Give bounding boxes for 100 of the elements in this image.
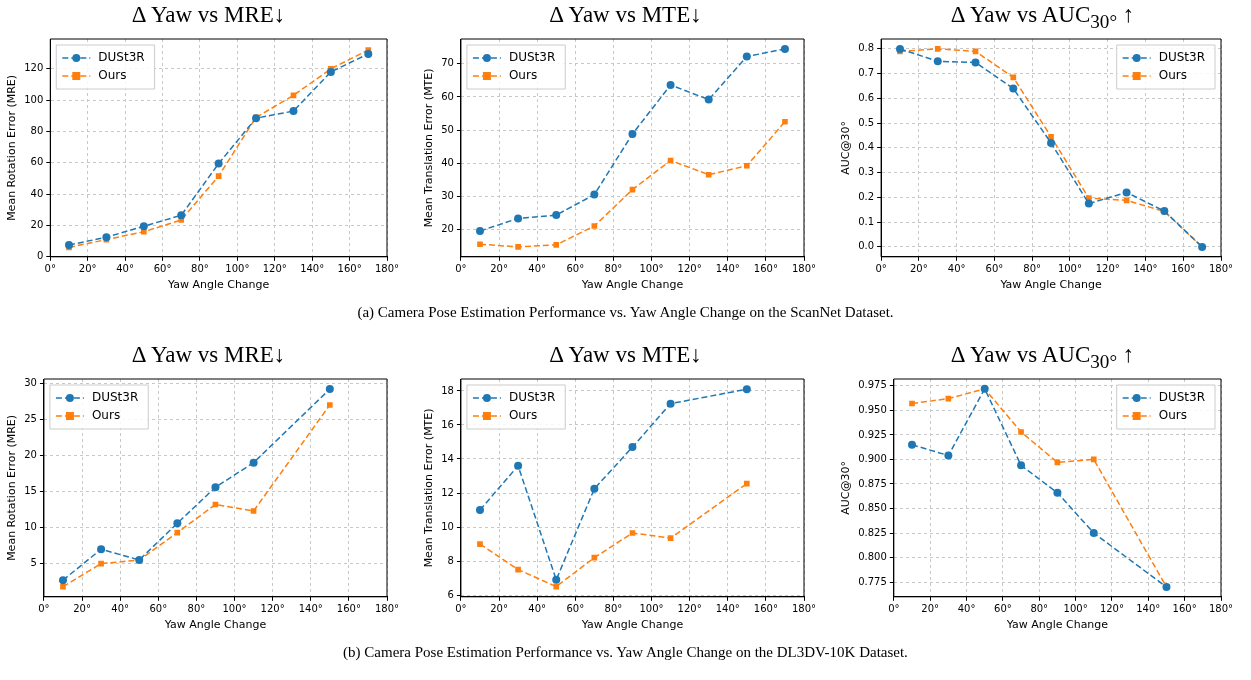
point	[1090, 456, 1097, 463]
point	[289, 107, 298, 116]
x-tick-label: 120°	[677, 263, 702, 275]
y-tick-label: 40	[30, 187, 44, 199]
point	[1018, 429, 1024, 435]
point	[705, 171, 712, 178]
x-tick-label: 60°	[985, 263, 1004, 275]
y-tick-label: 0.2	[858, 190, 875, 202]
x-tick-label: 40°	[111, 603, 130, 615]
x-tick-label: 80°	[191, 263, 209, 275]
point	[60, 583, 66, 590]
point	[666, 81, 675, 90]
x-tick-label: 60°	[566, 603, 585, 615]
x-tick-label: 80°	[1030, 603, 1049, 615]
point	[628, 130, 637, 138]
x-tick-label: 40°	[947, 263, 966, 275]
chart-title: Δ Yaw vs MRE↓	[130, 341, 287, 369]
x-tick-label: 0°	[38, 603, 50, 615]
x-tick-label: 100°	[639, 263, 664, 275]
point	[475, 226, 484, 235]
y-tick-label: 0.775	[858, 575, 887, 587]
x-axis-title: Yaw Angle Change	[1005, 618, 1109, 632]
x-tick-label: 140°	[1136, 603, 1161, 615]
point	[933, 57, 942, 66]
legend-label: DUSt3R	[91, 390, 139, 405]
x-tick-label: 20°	[73, 603, 91, 615]
legend-label: DUSt3R	[508, 50, 556, 65]
x-tick-label: 160°	[1172, 603, 1197, 615]
x-tick-label: 140°	[298, 603, 323, 615]
y-tick-label: 70	[441, 57, 454, 69]
y-tick-label: 18	[441, 384, 454, 396]
point	[552, 211, 561, 220]
legend-label: DUSt3R	[1158, 390, 1206, 405]
y-tick-label: 50	[441, 123, 454, 135]
point	[591, 223, 598, 229]
x-tick-label: 100°	[1063, 603, 1088, 615]
x-tick-label: 160°	[337, 263, 362, 275]
y-tick-label: 60	[441, 90, 454, 102]
y-tick-label: 8	[447, 554, 454, 566]
text: (b) Camera Pose Estimation Performance vs. Yaw Angle Change on the DL3DV-10K Dataset.	[343, 644, 908, 660]
x-tick-label: 180°	[1208, 603, 1234, 615]
y-tick-label: 40	[441, 156, 454, 168]
y-tick-label: 25	[24, 412, 37, 424]
legend-label: Ours	[1158, 68, 1187, 83]
x-tick-label: 100°	[225, 263, 250, 275]
x-tick-label: 100°	[1057, 263, 1082, 275]
x-axis-title: Yaw Angle Change	[166, 278, 270, 292]
point	[590, 484, 599, 493]
chart-title: Δ Yaw vs MRE↓	[130, 1, 287, 29]
x-axis-title: Yaw Angle Change	[580, 618, 684, 632]
point	[139, 222, 148, 231]
x-tick-label: 180°	[374, 603, 400, 615]
y-tick-label: 5	[30, 557, 37, 569]
x-tick-label: 140°	[300, 263, 325, 275]
legend-label: Ours	[98, 68, 127, 83]
x-tick-label: 120°	[1095, 263, 1120, 275]
point	[895, 44, 904, 53]
y-tick-label: 120	[24, 62, 44, 74]
y-tick-label: 30	[24, 376, 37, 388]
x-axis-title: Yaw Angle Change	[580, 278, 684, 292]
x-tick-label: 60°	[566, 263, 585, 275]
point	[326, 67, 335, 76]
x-tick-label: 140°	[1133, 263, 1158, 275]
point	[944, 451, 953, 460]
point	[742, 52, 751, 61]
x-tick-label: 20°	[921, 603, 940, 615]
x-tick-label: 180°	[791, 263, 817, 275]
x-tick-label: 40°	[116, 263, 134, 275]
point	[97, 545, 106, 554]
point	[515, 566, 521, 573]
x-tick-label: 180°	[1208, 263, 1234, 275]
point	[325, 385, 334, 394]
y-tick-label: 0.950	[858, 403, 887, 415]
point	[98, 560, 104, 567]
x-tick-label: 160°	[1171, 263, 1196, 275]
y-tick-label: 0.0	[858, 240, 875, 252]
x-tick-label: 120°	[1099, 603, 1124, 615]
x-tick-label: 120°	[262, 263, 287, 275]
y-tick-label: 0.1	[858, 215, 875, 227]
x-tick-label: 60°	[149, 603, 168, 615]
x-tick-label: 100°	[639, 603, 664, 615]
x-tick-label: 140°	[715, 263, 740, 275]
y-tick-label: 0	[36, 250, 44, 262]
legend-label: DUSt3R	[1158, 50, 1206, 65]
point	[666, 399, 675, 408]
y-tick-label: 0.6	[858, 91, 875, 103]
text: (a) Camera Pose Estimation Performance vs. Yaw Angle Change on the ScanNet Dataset.	[357, 304, 894, 320]
point	[1122, 188, 1131, 197]
legend-label: DUSt3R	[98, 50, 145, 65]
y-tick-label: 0.850	[858, 502, 887, 514]
point	[1089, 529, 1098, 538]
point	[553, 242, 560, 248]
y-tick-label: 0.925	[858, 428, 887, 440]
y-tick-label: 80	[30, 125, 44, 137]
y-axis-title: AUC@30°	[839, 121, 853, 175]
x-tick-label: 40°	[528, 263, 547, 275]
y-tick-label: 20	[441, 222, 454, 234]
y-tick-label: 100	[24, 93, 44, 105]
point	[667, 535, 674, 541]
x-tick-label: 80°	[604, 263, 623, 275]
